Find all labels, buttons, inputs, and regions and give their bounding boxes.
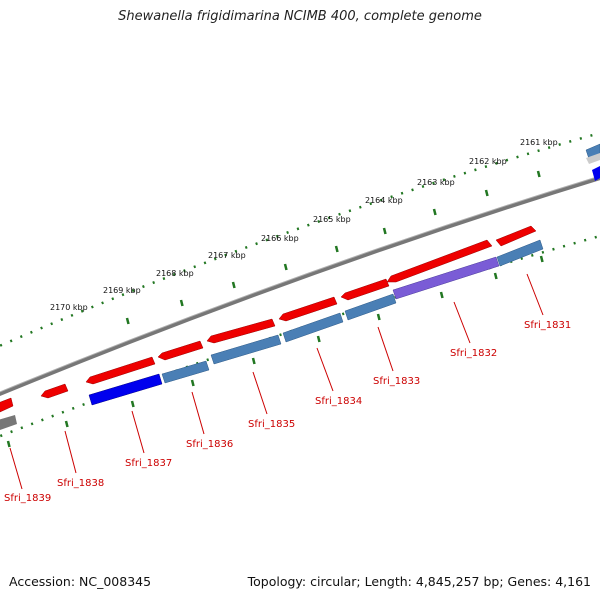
feature-sfri-1837-forward[interactable] — [85, 356, 156, 385]
gene-labels: Sfri_1831 Sfri_1832 Sfri_1833 Sfri_1834 Sfri… — [4, 320, 571, 504]
gene-label[interactable]: Sfri_1831 — [524, 320, 571, 331]
feature-sfri-1832-forward[interactable] — [386, 239, 493, 283]
kbp-label: 2162 kbp — [469, 157, 507, 166]
feature-sfri-1836-reverse[interactable] — [161, 360, 210, 384]
kbp-label: 2164 kbp — [365, 196, 403, 205]
inner-tick — [439, 291, 444, 299]
kbp-label: 2165 kbp — [313, 215, 351, 224]
kbp-tick — [179, 299, 184, 307]
genome-backbone — [0, 176, 600, 397]
inner-tick — [376, 313, 381, 321]
accession-text: Accession: NC_008345 — [9, 574, 152, 589]
kbp-label: 2168 kbp — [156, 269, 194, 278]
gene-label[interactable]: Sfri_1835 — [248, 419, 295, 430]
inner-scale-arc — [0, 234, 600, 438]
kbp-tick — [334, 245, 339, 253]
feature-sfri-1834-forward[interactable] — [278, 296, 338, 322]
inner-major-ticks — [6, 255, 544, 448]
kbp-tick — [283, 263, 288, 271]
feature-sfri-1831-forward[interactable] — [495, 225, 537, 247]
feature-right-partial-grey[interactable] — [586, 153, 600, 164]
feature-sfri-1838-forward[interactable] — [40, 383, 69, 399]
feature-sfri-1835-reverse[interactable] — [210, 334, 282, 365]
kbp-tick — [125, 317, 130, 325]
kbp-tick — [536, 170, 541, 178]
reverse-strand-features — [0, 166, 600, 430]
gene-label[interactable]: Sfri_1837 — [125, 458, 172, 469]
feature-sfri-1833-forward[interactable] — [340, 278, 390, 301]
kbp-label: 2169 kbp — [103, 286, 141, 295]
kbp-label: 2161 kbp — [520, 138, 558, 147]
kbp-labels: 2161 kbp 2162 kbp 2163 kbp 2164 kbp 2165 kbp… — [50, 138, 558, 312]
kbp-tick — [432, 208, 437, 216]
inner-tick — [64, 420, 69, 428]
feature-sfri-1832-reverse[interactable] — [392, 256, 500, 300]
gene-label[interactable]: Sfri_1834 — [315, 396, 362, 407]
gene-label[interactable]: Sfri_1833 — [373, 376, 420, 387]
feature-right-partial-reverse[interactable] — [592, 166, 600, 181]
inner-tick — [130, 400, 135, 408]
genome-summary-text: Topology: circular; Length: 4,845,257 bp… — [247, 574, 591, 589]
gene-label[interactable]: Sfri_1839 — [4, 493, 51, 504]
feature-sfri-1833-reverse[interactable] — [344, 293, 397, 321]
inner-tick — [316, 335, 321, 343]
kbp-tick — [231, 281, 236, 289]
gene-label[interactable]: Sfri_1836 — [186, 439, 233, 450]
feature-sfri-1834-reverse[interactable] — [282, 312, 344, 343]
inner-tick — [6, 440, 11, 448]
feature-sfri-1831-reverse[interactable] — [496, 239, 544, 267]
inner-tick — [190, 379, 195, 387]
genome-backbone-highlight — [0, 175, 600, 393]
feature-sfri-1839-reverse[interactable] — [0, 415, 17, 430]
kbp-label: 2163 kbp — [417, 178, 455, 187]
inner-tick — [251, 357, 256, 365]
kbp-tick — [484, 189, 489, 197]
feature-sfri-1839-forward[interactable] — [0, 397, 14, 413]
gene-label[interactable]: Sfri_1832 — [450, 348, 497, 359]
feature-sfri-1837-reverse[interactable] — [88, 373, 163, 406]
inner-tick — [493, 272, 498, 280]
kbp-label: 2167 kbp — [208, 251, 246, 260]
kbp-tick — [382, 227, 387, 235]
gene-label[interactable]: Sfri_1838 — [57, 478, 104, 489]
kbp-label: 2170 kbp — [50, 303, 88, 312]
outer-major-ticks — [125, 151, 592, 325]
feature-sfri-1835-forward[interactable] — [206, 318, 276, 344]
label-connectors — [9, 273, 544, 490]
inner-tick — [539, 255, 544, 263]
forward-strand-features — [0, 143, 600, 413]
map-title: Shewanella frigidimarina NCIMB 400, comp… — [118, 9, 482, 24]
feature-sfri-1836-forward[interactable] — [157, 340, 204, 361]
kbp-label: 2166 kbp — [261, 234, 299, 243]
